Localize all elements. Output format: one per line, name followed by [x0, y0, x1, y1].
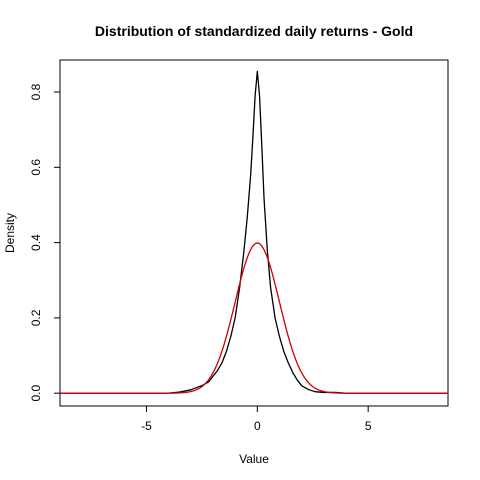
plot-frame [59, 59, 449, 407]
y-axis: 0.0 0.2 0.4 0.6 0.8 [29, 83, 60, 402]
normal-density-line [60, 242, 448, 394]
x-tick-label: 5 [365, 419, 372, 433]
y-tick-label: 0.6 [29, 159, 43, 176]
chart-title: Distribution of standardized daily retur… [95, 23, 413, 39]
x-tick-label: 0 [254, 419, 261, 433]
series-layer [60, 70, 448, 394]
x-axis-label: Value [239, 452, 269, 466]
y-tick-label: 0.2 [29, 309, 43, 326]
empirical-density-line [60, 70, 448, 394]
y-tick-label: 0.0 [29, 385, 43, 402]
x-tick-label: -5 [141, 419, 152, 433]
y-tick-label: 0.8 [29, 83, 43, 100]
y-tick-label: 0.4 [29, 234, 43, 251]
y-axis-label: Density [3, 213, 17, 253]
x-axis: -5 0 5 [141, 406, 372, 433]
